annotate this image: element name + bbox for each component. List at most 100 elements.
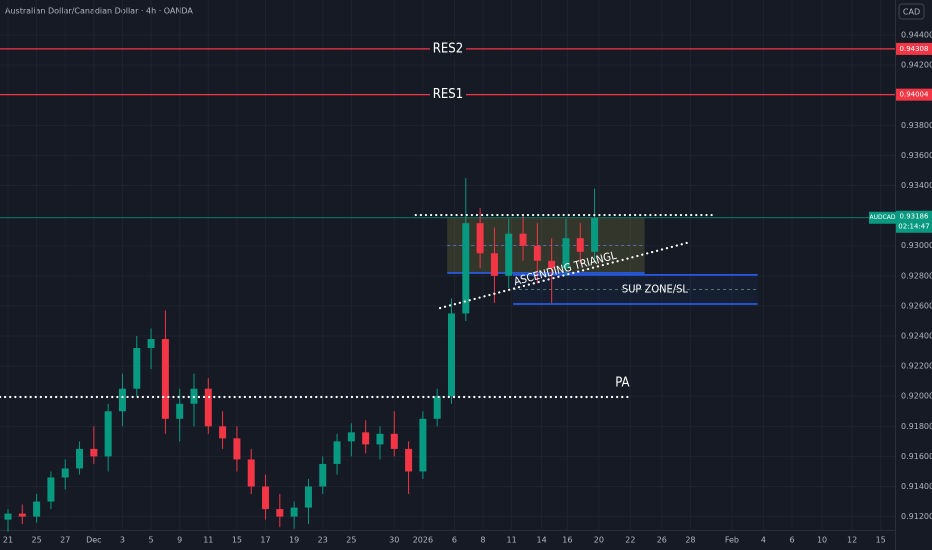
candle-body xyxy=(476,223,484,254)
x-tick-label: 5 xyxy=(149,536,154,545)
x-tick-label: 23 xyxy=(318,536,328,545)
x-tick-label: 15 xyxy=(232,536,242,545)
y-tick-label: 0.92800 xyxy=(901,271,932,280)
x-tick-label: 27 xyxy=(60,536,70,545)
candle-body xyxy=(319,463,327,487)
candle-body xyxy=(405,448,413,472)
candle-body xyxy=(118,388,126,412)
candle-body xyxy=(376,433,384,445)
candle-body xyxy=(462,223,470,314)
level-price-tag xyxy=(896,42,932,55)
currency-box[interactable] xyxy=(898,3,925,20)
candle-body xyxy=(161,339,169,419)
candle-body xyxy=(576,238,584,252)
x-tick-label: 17 xyxy=(260,536,270,545)
line-label: PA xyxy=(615,375,629,390)
x-tick-label: 19 xyxy=(289,536,299,545)
y-tick-label: 0.92000 xyxy=(901,392,932,401)
candle-body xyxy=(362,432,370,445)
currency[interactable]: CAD xyxy=(903,8,920,17)
last-price: 0.93186 xyxy=(900,213,929,221)
countdown: 02:14:47 xyxy=(898,223,929,231)
y-tick-label: 0.91800 xyxy=(901,422,932,431)
x-tick-label: 25 xyxy=(32,536,42,545)
candle-body xyxy=(233,438,241,460)
plot-area xyxy=(0,0,895,532)
candle-body xyxy=(304,486,312,508)
candle-body xyxy=(76,448,84,469)
candle-body xyxy=(18,513,26,517)
x-tick-label: Dec xyxy=(86,536,101,545)
level-price-tag xyxy=(896,88,932,101)
x-tick-label: 4 xyxy=(761,536,766,545)
candle-body xyxy=(247,459,255,487)
x-tick-label: 12 xyxy=(847,536,857,545)
x-tick-label: 21 xyxy=(3,536,13,545)
x-tick-label: Feb xyxy=(725,536,739,545)
y-tick-label: 0.92400 xyxy=(901,332,932,341)
candle-body xyxy=(490,253,498,276)
y-tick-label: 0.92600 xyxy=(901,301,932,310)
x-tick-label: 25 xyxy=(346,536,356,545)
x-tick-label: 6 xyxy=(452,536,457,545)
x-tick-label: 26 xyxy=(657,536,667,545)
x-tick-label: 28 xyxy=(685,536,695,545)
candle-body xyxy=(4,513,12,520)
y-tick-label: 0.93800 xyxy=(901,121,932,130)
candle-body xyxy=(61,468,69,478)
y-tick-label: 0.94200 xyxy=(901,61,932,70)
candle-body xyxy=(47,477,55,502)
x-tick-label: 15 xyxy=(876,536,886,545)
candle-body xyxy=(390,433,398,449)
candle-body xyxy=(33,501,41,517)
candle-body xyxy=(347,432,355,442)
x-tick-label: 10 xyxy=(817,536,827,545)
zone-label: SUP ZONE/SL xyxy=(622,282,688,295)
x-tick-label: 16 xyxy=(562,536,572,545)
y-tick-label: 0.93400 xyxy=(901,181,932,190)
y-tick-label: 0.91600 xyxy=(901,452,932,461)
candle-body xyxy=(333,441,341,464)
y-tick-label: 0.94400 xyxy=(901,31,932,40)
level-label-bg xyxy=(430,85,466,104)
level-label: RES1 xyxy=(433,87,463,102)
x-tick-label: 11 xyxy=(506,536,516,545)
y-tick-label: 0.91400 xyxy=(901,482,932,491)
candle-body xyxy=(548,260,556,269)
candle-body xyxy=(262,486,270,510)
level-label-bg xyxy=(430,39,466,58)
x-tick-label: 3 xyxy=(120,536,125,545)
candle-body xyxy=(533,245,541,261)
x-tick-label: 9 xyxy=(177,536,182,545)
candle-body xyxy=(505,233,513,276)
x-tick-label: 11 xyxy=(203,536,213,545)
x-tick-label: 6 xyxy=(789,536,794,545)
candle-body xyxy=(176,403,184,419)
x-tick-label: 8 xyxy=(480,536,485,545)
y-tick-label: 0.93000 xyxy=(901,241,932,250)
x-tick-label: 2026 xyxy=(413,536,433,545)
candle-body xyxy=(276,509,284,517)
candle-body xyxy=(290,507,298,517)
chart-title: Australian Dollar/Canadian Dollar · 4h ·… xyxy=(5,7,193,16)
candle-body xyxy=(147,339,155,349)
x-tick-label: 20 xyxy=(594,536,604,545)
y-tick-label: 0.92200 xyxy=(901,362,932,371)
symbol-label: AUDCAD xyxy=(869,214,895,221)
y-tick-label: 0.93600 xyxy=(901,151,932,160)
symbol-tag xyxy=(869,211,896,224)
candle-body xyxy=(204,388,212,427)
level-price: 0.94308 xyxy=(900,45,929,53)
candle-body xyxy=(419,418,427,472)
level-label: RES2 xyxy=(433,41,463,56)
x-tick-label: 30 xyxy=(389,536,399,545)
last-price-tag xyxy=(896,210,932,233)
candle-body xyxy=(433,396,441,419)
candle-body xyxy=(562,238,570,269)
x-tick-label: 22 xyxy=(625,536,635,545)
candle-body xyxy=(448,313,456,397)
candle-body xyxy=(219,426,227,439)
candle-body xyxy=(519,233,527,246)
